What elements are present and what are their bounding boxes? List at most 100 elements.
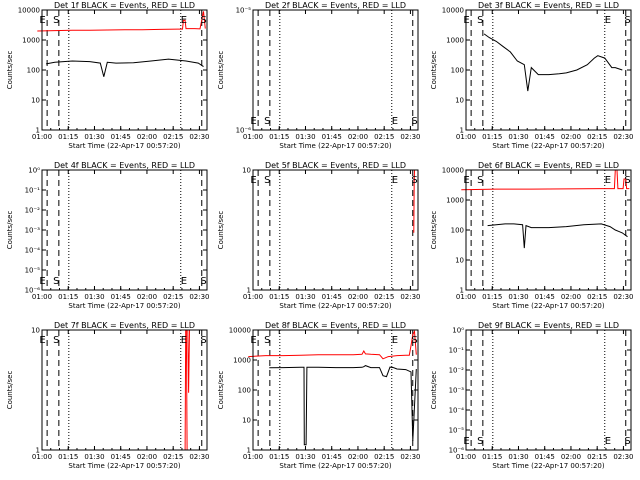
x-tick-label: 01:45	[111, 293, 131, 301]
y-tick-label: 10⁻³	[449, 387, 465, 395]
y-tick-label: 10000	[229, 327, 251, 335]
plot-frame	[252, 9, 419, 131]
y-tick-label: 10	[455, 97, 464, 105]
y-tick-label: 1000	[233, 357, 251, 365]
y-tick-label: 10	[31, 327, 40, 335]
marker-label: E	[392, 175, 398, 186]
y-axis-label: Counts/sec	[217, 51, 225, 90]
x-tick-label: 02:00	[348, 453, 368, 461]
x-tick-label: 01:45	[322, 453, 342, 461]
y-axis-label: Counts/sec	[430, 51, 438, 90]
plot-frame	[41, 169, 208, 291]
x-tick-label: 01:30	[84, 133, 104, 141]
y-axis-label: Counts/sec	[430, 371, 438, 410]
marker-label: E	[605, 15, 611, 26]
x-tick-label: 01:15	[58, 453, 78, 461]
y-tick-label: 1	[247, 447, 251, 455]
x-tick-label: 01:30	[508, 453, 528, 461]
x-tick-label: 02:15	[163, 293, 183, 301]
marker-label: E	[392, 335, 398, 346]
x-tick-label: 01:00	[456, 293, 476, 301]
x-tick-label: 02:30	[400, 293, 420, 301]
x-tick-label: 01:15	[58, 293, 78, 301]
x-tick-label: 01:45	[535, 133, 555, 141]
marker-label: E	[181, 335, 187, 346]
x-tick-label: 01:15	[482, 293, 502, 301]
marker-label: E	[39, 15, 45, 26]
series-line-2	[37, 11, 206, 32]
series-line-1	[184, 329, 188, 451]
marker-label: E	[250, 175, 256, 186]
series-line-1	[269, 365, 417, 446]
x-tick-label: 01:00	[243, 133, 263, 141]
marker-label: E	[250, 335, 256, 346]
marker-label: E	[463, 15, 469, 26]
y-tick-label: 1	[460, 127, 464, 135]
y-axis-label: Counts/sec	[6, 51, 14, 90]
x-tick-label: 02:15	[163, 453, 183, 461]
x-tick-label: 01:15	[269, 453, 289, 461]
x-tick-label: 02:30	[189, 133, 209, 141]
x-tick-label: 01:45	[322, 293, 342, 301]
y-tick-label: 10⁻⁶	[449, 447, 465, 455]
y-tick-label: 10⁻⁶	[25, 287, 41, 295]
marker-label: S	[264, 335, 270, 346]
y-tick-label: 1000	[446, 37, 464, 45]
x-tick-label: 02:15	[374, 453, 394, 461]
x-axis-label: Start Time (22-Apr-17 00:57:20)	[279, 142, 391, 150]
series-line-1	[487, 223, 628, 249]
y-tick-label: 10⁻³	[25, 227, 41, 235]
y-tick-label: 10⁻⁵	[236, 7, 252, 15]
x-tick-label: 01:45	[111, 133, 131, 141]
series-line-2	[248, 329, 417, 360]
marker-label: S	[624, 175, 630, 186]
x-axis-label: Start Time (22-Apr-17 00:57:20)	[279, 302, 391, 310]
x-tick-label: 01:45	[535, 293, 555, 301]
y-tick-label: 10⁻⁴	[449, 407, 465, 415]
marker-label: E	[181, 276, 187, 287]
x-tick-label: 02:30	[400, 133, 420, 141]
x-tick-label: 01:30	[508, 133, 528, 141]
x-tick-label: 02:00	[561, 133, 581, 141]
x-tick-label: 01:15	[482, 133, 502, 141]
x-tick-label: 02:15	[374, 293, 394, 301]
x-axis-label: Start Time (22-Apr-17 00:57:20)	[68, 302, 180, 310]
plot-frame	[252, 169, 419, 291]
x-tick-label: 02:00	[137, 293, 157, 301]
y-tick-label: 1	[36, 447, 40, 455]
x-tick-label: 01:00	[243, 453, 263, 461]
marker-label: S	[624, 15, 630, 26]
y-tick-label: 10⁻⁶	[236, 127, 252, 135]
marker-label: E	[250, 116, 256, 127]
x-tick-label: 01:45	[535, 453, 555, 461]
plot-frame	[252, 329, 419, 451]
x-tick-label: 02:00	[137, 453, 157, 461]
marker-label: E	[463, 436, 469, 447]
x-tick-label: 01:15	[58, 133, 78, 141]
x-tick-label: 01:00	[456, 133, 476, 141]
x-tick-label: 01:30	[295, 133, 315, 141]
x-tick-label: 01:00	[32, 453, 52, 461]
x-tick-label: 02:00	[561, 453, 581, 461]
marker-label: E	[39, 335, 45, 346]
x-tick-label: 01:30	[508, 293, 528, 301]
y-tick-label: 10000	[442, 167, 464, 175]
y-tick-label: 10	[455, 257, 464, 265]
y-tick-label: 1	[460, 287, 464, 295]
x-tick-label: 02:00	[348, 293, 368, 301]
marker-label: S	[477, 436, 483, 447]
y-tick-label: 1000	[22, 37, 40, 45]
x-axis-label: Start Time (22-Apr-17 00:57:20)	[492, 142, 604, 150]
x-axis-label: Start Time (22-Apr-17 00:57:20)	[68, 462, 180, 470]
panel-title: Det 1f BLACK = Events, RED = LLD	[54, 1, 195, 10]
y-tick-label: 10	[31, 97, 40, 105]
x-tick-label: 02:30	[613, 133, 633, 141]
panel-title: Det 7f BLACK = Events, RED = LLD	[54, 321, 195, 330]
plot-frame	[465, 169, 632, 291]
x-tick-label: 01:30	[84, 293, 104, 301]
x-tick-label: 02:15	[163, 133, 183, 141]
marker-label: S	[411, 175, 417, 186]
